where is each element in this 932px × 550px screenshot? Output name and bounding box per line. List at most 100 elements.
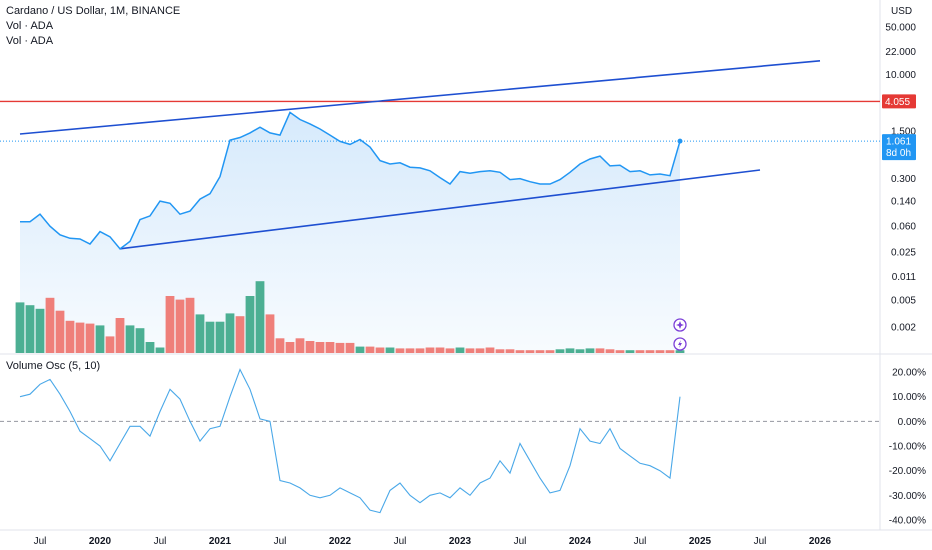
volume-bar <box>605 349 615 353</box>
volume-bar <box>105 336 115 353</box>
oscillator-tick-label: 0.00% <box>898 417 926 428</box>
volume-bar <box>405 348 415 353</box>
volume-bar <box>415 348 425 353</box>
time-tick-label: 2021 <box>209 536 232 547</box>
volume-bar <box>395 348 405 353</box>
price-tick-label: 22.000 <box>885 47 916 58</box>
volume-bar <box>135 328 145 353</box>
volume-bar <box>585 348 595 353</box>
volume-bar <box>275 338 285 353</box>
volume-bar <box>155 347 165 353</box>
volume-bar <box>485 347 495 353</box>
time-tick-label: 2023 <box>449 536 472 547</box>
volume-bar <box>675 350 685 353</box>
star-event-glyph <box>676 321 684 329</box>
volume-bar <box>195 314 205 353</box>
volume-bar <box>535 350 545 353</box>
price-tick-label: 0.140 <box>891 197 916 208</box>
volume-bar <box>655 350 665 353</box>
oscillator-tick-label: -10.00% <box>889 442 926 453</box>
volume-bar <box>145 342 155 353</box>
volume-bar <box>65 320 75 353</box>
volume-bar <box>375 347 385 353</box>
volume-bar <box>635 350 645 353</box>
volume-bar <box>345 342 355 353</box>
volume-bar <box>505 349 515 353</box>
oscillator-title: Volume Osc (5, 10) <box>6 360 101 372</box>
last-price-dot <box>677 138 683 144</box>
chart-title: Cardano / US Dollar, 1M, BINANCE <box>6 5 181 17</box>
chart-legend: Cardano / US Dollar, 1M, BINANCE Vol · A… <box>6 4 180 49</box>
volume-bar <box>445 348 455 353</box>
price-tick-label: 0.060 <box>891 222 916 233</box>
time-tick-label: Jul <box>634 536 647 547</box>
volume-bar <box>245 296 255 353</box>
time-tick-label: Jul <box>34 536 47 547</box>
oscillator-tick-label: -40.00% <box>889 516 926 527</box>
volume-label-1: Vol · ADA <box>6 20 54 32</box>
volume-bar <box>115 318 125 353</box>
countdown-label: 8d 0h <box>886 148 911 159</box>
volume-bar <box>575 349 585 353</box>
volume-bar <box>125 325 135 353</box>
volume-label-2: Vol · ADA <box>6 35 54 47</box>
volume-bar <box>45 297 55 353</box>
oscillator-tick-label: 10.00% <box>892 392 926 403</box>
price-tick-label: 50.000 <box>885 23 916 34</box>
volume-bar <box>55 310 65 353</box>
volume-bar <box>265 314 275 353</box>
volume-bar <box>565 348 575 353</box>
volume-bar <box>475 348 485 353</box>
star-event-icon <box>673 318 687 332</box>
volume-bar <box>95 325 105 353</box>
volume-bar <box>305 341 315 353</box>
volume-bar <box>225 313 235 353</box>
time-tick-label: Jul <box>274 536 287 547</box>
volume-bar <box>365 346 375 353</box>
volume-bar <box>35 308 45 353</box>
volume-bar <box>555 349 565 353</box>
volume-bar <box>165 296 175 353</box>
price-tick-label: 0.011 <box>892 272 917 283</box>
time-tick-label: Jul <box>514 536 527 547</box>
oscillator-tick-label: -30.00% <box>889 491 926 502</box>
volume-bar <box>215 321 225 353</box>
time-tick-label: Jul <box>754 536 767 547</box>
volume-bar <box>335 342 345 353</box>
volume-bar <box>75 322 85 353</box>
price-area <box>20 112 680 354</box>
volume-bar <box>515 350 525 353</box>
volume-bar <box>545 350 555 353</box>
last-price-label: 1.061 <box>886 137 911 148</box>
time-tick-label: 2025 <box>689 536 712 547</box>
volume-bar <box>235 316 245 353</box>
volume-bar <box>625 350 635 353</box>
volume-bar <box>525 350 535 353</box>
volume-bar <box>495 349 505 353</box>
volume-bar <box>465 348 475 353</box>
price-tick-label: 0.002 <box>891 323 916 334</box>
oscillator-tick-label: 20.00% <box>892 368 926 379</box>
volume-bar <box>175 299 185 353</box>
last-price-badge <box>882 134 916 161</box>
oscillator-tick-label: -20.00% <box>889 466 926 477</box>
time-tick-label: 2022 <box>329 536 352 547</box>
volume-bar <box>285 342 295 353</box>
trend-line-2 <box>119 169 761 250</box>
volume-bar <box>355 346 365 353</box>
level-badge-label: 4.055 <box>885 97 910 108</box>
time-tick-label: 2024 <box>569 536 592 547</box>
volume-bar <box>295 338 305 353</box>
time-tick-label: 2020 <box>89 536 112 547</box>
volume-bar <box>185 297 195 353</box>
price-tick-label: 1.500 <box>891 126 916 137</box>
trend-line-1 <box>19 60 821 135</box>
volume-bar <box>85 323 95 353</box>
volume-bar <box>455 347 465 353</box>
lightning-event-icon <box>673 337 687 351</box>
oscillator-line <box>19 368 681 514</box>
time-tick-label: 2026 <box>809 536 832 547</box>
volume-bar <box>615 350 625 353</box>
price-tick-label: 0.025 <box>891 248 916 259</box>
